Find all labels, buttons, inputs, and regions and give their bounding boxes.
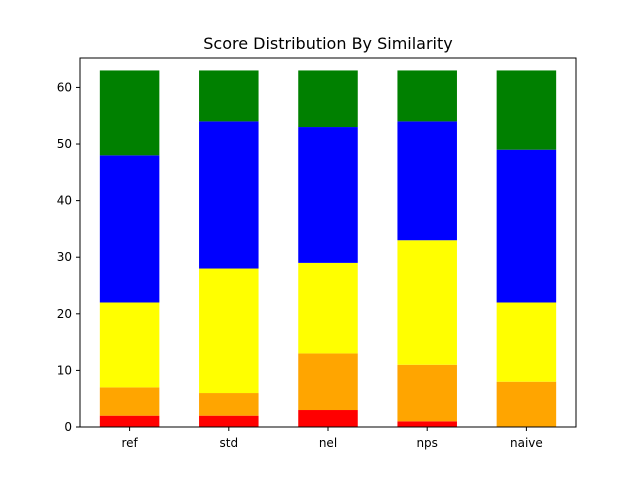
bar-segment-ref-4: [99, 70, 160, 156]
x-tick-label-naive: naive: [510, 436, 543, 450]
y-tick-label: 60: [57, 80, 72, 94]
bar-segment-ref-0: [99, 415, 160, 427]
y-tick-label: 30: [57, 250, 72, 264]
x-tick-label-std: std: [220, 436, 239, 450]
bar-segment-std-1: [199, 393, 259, 416]
bar-segment-ref-2: [99, 302, 160, 388]
bar-segment-nps-4: [397, 70, 457, 122]
bar-segment-std-0: [199, 415, 259, 427]
bar-segment-nps-1: [397, 364, 457, 422]
bar-segment-ref-3: [99, 155, 160, 303]
bars-group: [99, 70, 557, 427]
bar-segment-nel-2: [298, 262, 358, 354]
axes-group: 0 10 20 30 40 50 60 ref std nel nps naive: [57, 57, 577, 450]
bar-segment-naive-4: [496, 70, 557, 150]
y-tick-label: 50: [57, 137, 72, 151]
bar-segment-nps-0: [397, 421, 457, 427]
x-tick-label-ref: ref: [121, 436, 138, 450]
bar-segment-ref-1: [99, 387, 160, 416]
bar-segment-std-2: [199, 268, 259, 394]
bar-segment-std-3: [199, 121, 259, 269]
bar-segment-naive-2: [496, 302, 557, 382]
bar-segment-nel-3: [298, 127, 358, 263]
y-tick-label: 40: [57, 194, 72, 208]
bar-segment-nel-1: [298, 353, 358, 411]
x-tick-label-nel: nel: [319, 436, 337, 450]
bar-segment-std-4: [199, 70, 259, 122]
bar-segment-nel-0: [298, 410, 358, 427]
y-tick-label: 0: [64, 420, 72, 434]
chart-title: Score Distribution By Similarity: [203, 34, 453, 53]
bar-segment-nel-4: [298, 70, 358, 128]
bar-segment-naive-1: [496, 381, 557, 427]
bar-segment-nps-2: [397, 240, 457, 365]
y-tick-label: 20: [57, 307, 72, 321]
x-tick-label-nps: nps: [416, 436, 437, 450]
bar-segment-nps-3: [397, 121, 457, 241]
y-tick-label: 10: [57, 363, 72, 377]
bar-segment-naive-3: [496, 149, 557, 303]
